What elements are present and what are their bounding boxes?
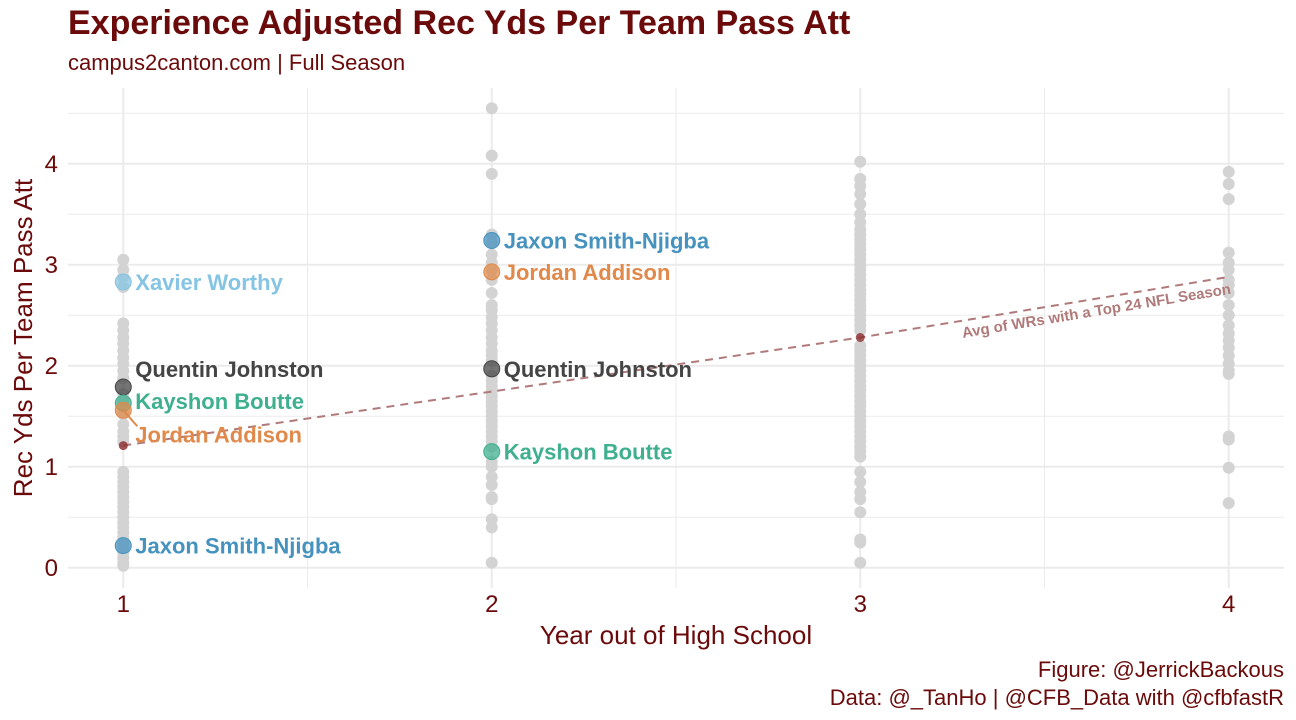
y-tick-label: 2 bbox=[45, 353, 58, 380]
background-point bbox=[485, 478, 498, 491]
chart-caption: Figure: @JerrickBackous Data: @_TanHo | … bbox=[830, 656, 1284, 712]
average-line-annotation: Avg of WRs with a Top 24 NFL Season bbox=[961, 281, 1232, 342]
background-point bbox=[1222, 497, 1235, 510]
background-point bbox=[854, 493, 867, 506]
player-label: Jaxon Smith-Njigba bbox=[135, 534, 341, 559]
background-point bbox=[1222, 287, 1235, 300]
background-point bbox=[854, 155, 867, 168]
axis-ticks: 0 1 2 3 4 1 2 3 4 bbox=[45, 151, 1236, 618]
average-point bbox=[855, 332, 865, 342]
player-label: Jordan Addison bbox=[135, 422, 302, 447]
background-point bbox=[1222, 309, 1235, 322]
background-point bbox=[485, 102, 498, 115]
background-point bbox=[1222, 193, 1235, 206]
player-point bbox=[483, 360, 501, 378]
y-axis-label: Rec Yds Per Team Pass Att bbox=[8, 178, 38, 497]
background-point bbox=[854, 188, 867, 201]
y-tick-label: 0 bbox=[45, 555, 58, 582]
x-tick-label: 1 bbox=[117, 591, 130, 618]
highlight-points bbox=[114, 232, 501, 555]
x-tick-label: 3 bbox=[854, 591, 867, 618]
background-point bbox=[1222, 263, 1235, 276]
background-point bbox=[1222, 367, 1235, 380]
player-point bbox=[114, 401, 132, 419]
caption-figure: Figure: @JerrickBackous bbox=[1037, 657, 1284, 682]
average-point bbox=[118, 441, 128, 451]
player-point bbox=[483, 263, 501, 281]
background-point bbox=[854, 198, 867, 211]
background-point bbox=[485, 167, 498, 180]
background-point bbox=[1222, 165, 1235, 178]
player-point bbox=[114, 378, 132, 396]
player-point bbox=[483, 232, 501, 250]
background-point bbox=[854, 556, 867, 569]
background-point bbox=[1222, 177, 1235, 190]
grid-lines bbox=[68, 88, 1284, 588]
player-label: Quentin Johnston bbox=[135, 357, 323, 382]
player-point bbox=[483, 443, 501, 461]
chart-title: Experience Adjusted Rec Yds Per Team Pas… bbox=[68, 4, 851, 42]
background-point bbox=[1222, 299, 1235, 312]
background-point bbox=[485, 460, 498, 473]
x-tick-label: 2 bbox=[485, 591, 498, 618]
background-point bbox=[117, 559, 130, 572]
background-point bbox=[485, 149, 498, 162]
background-point bbox=[485, 287, 498, 300]
x-axis-label: Year out of High School bbox=[540, 620, 812, 650]
player-point bbox=[114, 273, 132, 291]
y-tick-label: 4 bbox=[45, 151, 58, 178]
background-point bbox=[854, 450, 867, 463]
background-point bbox=[854, 536, 867, 549]
player-label: Jaxon Smith-Njigba bbox=[504, 229, 710, 254]
player-label: Kayshon Boutte bbox=[135, 389, 304, 414]
player-label: Kayshon Boutte bbox=[504, 440, 673, 465]
background-point bbox=[485, 493, 498, 506]
x-tick-label: 4 bbox=[1222, 591, 1235, 618]
background-point bbox=[1222, 433, 1235, 446]
background-point bbox=[854, 324, 867, 337]
background-point bbox=[1222, 461, 1235, 474]
background-point bbox=[485, 556, 498, 569]
player-labels: Xavier Worthy Quentin Johnston Kayshon Bou… bbox=[135, 229, 710, 559]
chart-subtitle: campus2canton.com | Full Season bbox=[68, 50, 406, 75]
background-point bbox=[485, 521, 498, 534]
background-point bbox=[117, 253, 130, 266]
background-point bbox=[854, 506, 867, 519]
player-label: Jordan Addison bbox=[504, 260, 671, 285]
y-tick-label: 1 bbox=[45, 454, 58, 481]
background-point bbox=[854, 475, 867, 488]
caption-data: Data: @_TanHo | @CFB_Data with @cfbfastR bbox=[829, 685, 1284, 710]
background-point bbox=[854, 465, 867, 478]
player-label: Xavier Worthy bbox=[135, 270, 283, 295]
y-tick-label: 3 bbox=[45, 252, 58, 279]
player-label: Quentin Johnston bbox=[504, 357, 692, 382]
player-point bbox=[114, 537, 132, 555]
background-point bbox=[1222, 246, 1235, 259]
